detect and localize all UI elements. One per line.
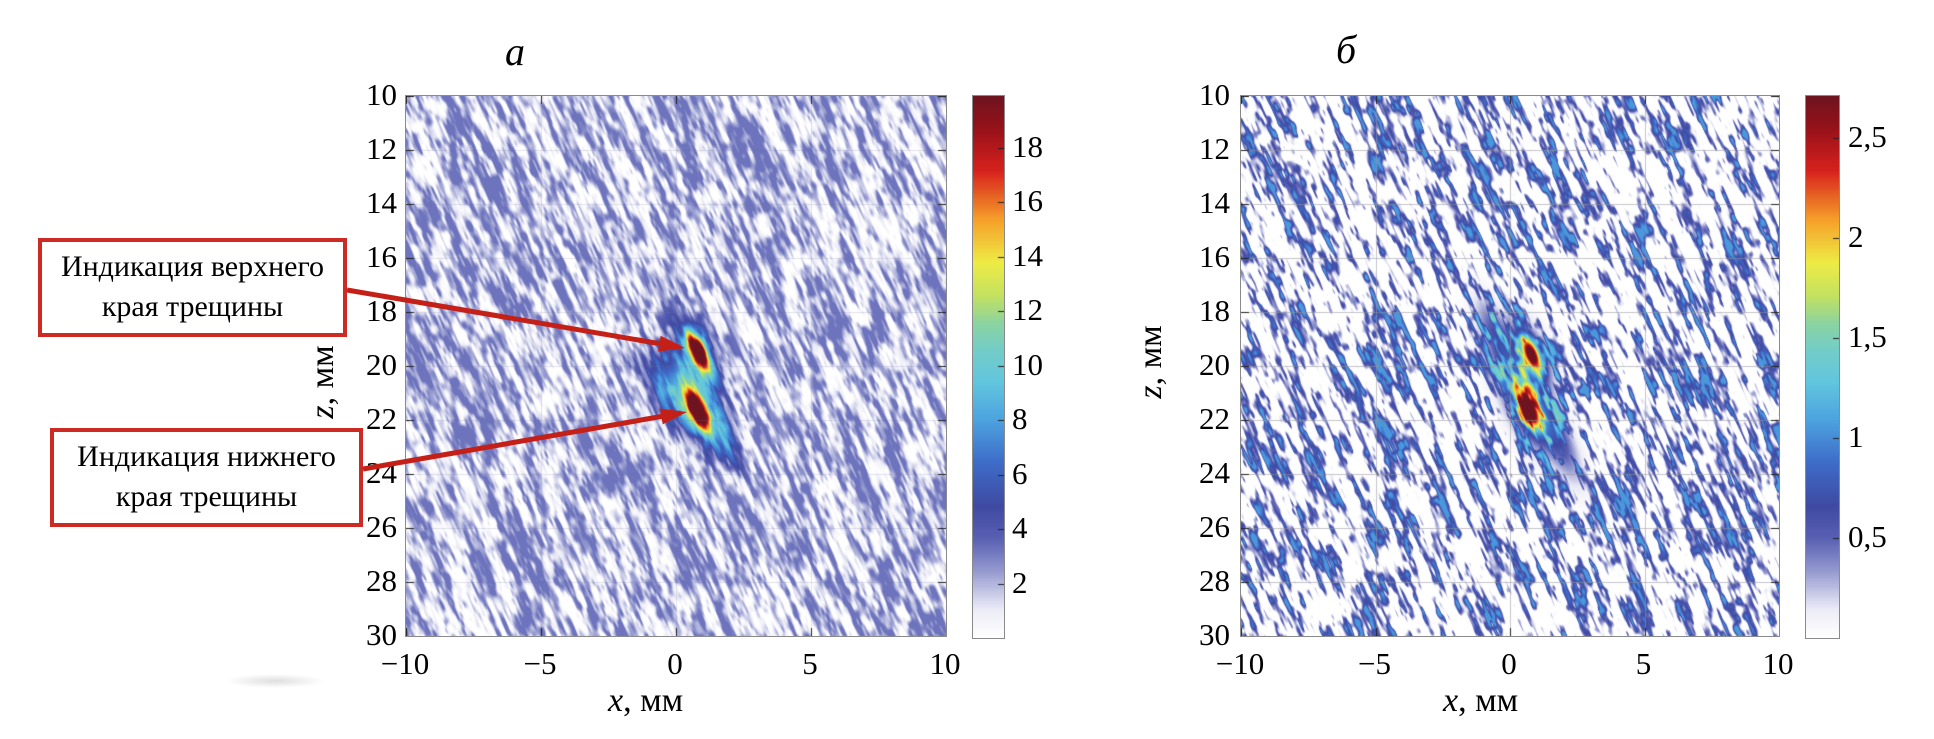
heatmap-a-canvas: [405, 95, 947, 637]
x-axis-unit-a: , мм: [623, 682, 684, 719]
x-axis-var-b: x: [1443, 682, 1459, 719]
colorbar-tick-label: 14: [1012, 237, 1043, 273]
z-tick-label: 28: [1199, 563, 1230, 598]
colorbar-tick-label: 2: [1848, 219, 1864, 254]
annotation-lower-line2: края трещины: [115, 480, 298, 513]
z-tick-label: 18: [1199, 293, 1230, 328]
z-tick-label: 14: [1199, 185, 1230, 220]
z-tick-label: 12: [366, 131, 397, 166]
scan-artifact-smudge: [225, 674, 325, 688]
y-axis-var-b: z: [1132, 385, 1169, 399]
annotation-box-upper-crack-edge: Индикация верхнего края трещины: [38, 238, 347, 337]
colorbar-tick-label: 2,5: [1848, 119, 1887, 154]
z-tick-label: 16: [366, 239, 397, 274]
x-tick-label: 5: [1635, 646, 1652, 681]
x-tick-label: −5: [523, 646, 557, 681]
z-tick-label: 22: [1199, 401, 1230, 436]
x-axis-label-a: x, мм: [608, 682, 683, 720]
annotation-lower-line1: Индикация нижнего: [77, 440, 336, 473]
z-tick-label: 24: [1199, 455, 1230, 490]
x-tick-label: 0: [667, 646, 683, 681]
z-tick-label: 30: [1199, 617, 1230, 652]
x-axis-var-a: x: [608, 682, 624, 719]
panel-a-title: а: [505, 29, 525, 74]
colorbar-tick-label: 18: [1012, 128, 1043, 164]
x-tick-label: 10: [1762, 646, 1794, 681]
x-axis-unit-b: , мм: [1458, 682, 1519, 719]
z-tick-label: 30: [366, 617, 397, 652]
colorbar-tick-label: 6: [1012, 455, 1028, 491]
colorbar-tick-label: 1,5: [1848, 319, 1887, 354]
annotation-box-lower-crack-edge: Индикация нижнего края трещины: [50, 428, 363, 527]
colorbar-a-canvas: [972, 95, 1005, 639]
colorbar-tick-label: 2: [1012, 564, 1028, 600]
colorbar-tick-label: 1: [1848, 419, 1864, 454]
z-tick-label: 10: [366, 77, 397, 112]
x-tick-label: 0: [1501, 646, 1517, 681]
z-tick-label: 20: [1199, 347, 1230, 382]
colorbar-tick-label: 8: [1012, 401, 1028, 437]
x-tick-label: −5: [1358, 646, 1391, 681]
colorbar-tick-label: 10: [1012, 346, 1043, 382]
z-tick-label: 14: [366, 185, 397, 220]
panel-b-title: б: [1335, 27, 1357, 72]
colorbar-tick-label: 12: [1012, 292, 1043, 328]
x-tick-label: 10: [929, 646, 961, 681]
annotation-upper-line2: края трещины: [101, 290, 284, 323]
z-tick-label: 26: [1199, 509, 1230, 544]
z-tick-label: 12: [1199, 131, 1230, 166]
z-tick-label: 28: [366, 563, 397, 598]
heatmap-b-canvas: [1240, 95, 1780, 637]
z-tick-label: 26: [366, 509, 397, 544]
colorbar-tick-label: 0,5: [1848, 519, 1887, 554]
z-tick-label: 10: [1199, 77, 1230, 112]
x-tick-label: 5: [802, 646, 818, 681]
colorbar-tick-label: 16: [1012, 183, 1043, 219]
colorbar-tick-label: 4: [1012, 510, 1028, 546]
x-tick-label: −10: [1215, 646, 1265, 681]
x-axis-label-b: x, мм: [1443, 682, 1518, 720]
annotation-upper-line1: Индикация верхнего: [60, 250, 325, 283]
x-tick-label: −10: [380, 646, 430, 681]
z-tick-label: 16: [1199, 239, 1230, 274]
colorbar-b-canvas: [1805, 95, 1840, 639]
z-tick-label: 20: [366, 347, 397, 382]
